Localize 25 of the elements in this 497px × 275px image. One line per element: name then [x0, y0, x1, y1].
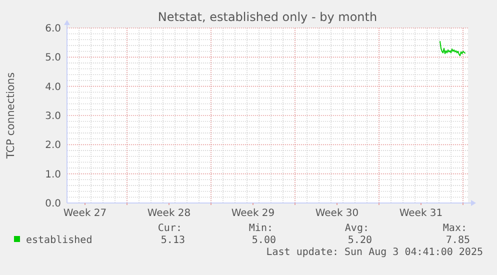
x-tick-label: Week 28 [147, 208, 191, 219]
text: Cur: [158, 223, 182, 234]
text: 5.20 [348, 235, 372, 246]
chart-title: Netstat, established only - by month [158, 10, 378, 24]
x-tick-label: Week 27 [63, 208, 107, 219]
text: Last update: Sun Aug 3 04:41:00 2025 [266, 247, 483, 258]
legend-label: established [26, 235, 92, 246]
y-axis-title: TCP connections [5, 72, 17, 160]
text: Max: [442, 223, 467, 234]
x-tick-label: Week 29 [231, 208, 275, 219]
text: Min: [248, 223, 273, 234]
text: 5.13 [160, 235, 185, 246]
y-tick-label: 1.0 [45, 169, 61, 180]
y-tick-label: 3.0 [45, 111, 61, 122]
y-tick-label: 5.0 [45, 52, 61, 64]
x-tick-label: Week 30 [315, 208, 359, 219]
text: Avg: [344, 223, 369, 234]
y-tick-label: 2.0 [45, 140, 61, 152]
y-tick-label: 6.0 [45, 24, 61, 34]
text: 5.00 [252, 235, 276, 246]
y-tick-label: 4.0 [45, 82, 61, 93]
y-tick-label: 0.0 [45, 198, 61, 210]
x-tick-label: Week 31 [399, 208, 443, 219]
line-series [440, 40, 466, 56]
text: 7.85 [446, 235, 470, 246]
